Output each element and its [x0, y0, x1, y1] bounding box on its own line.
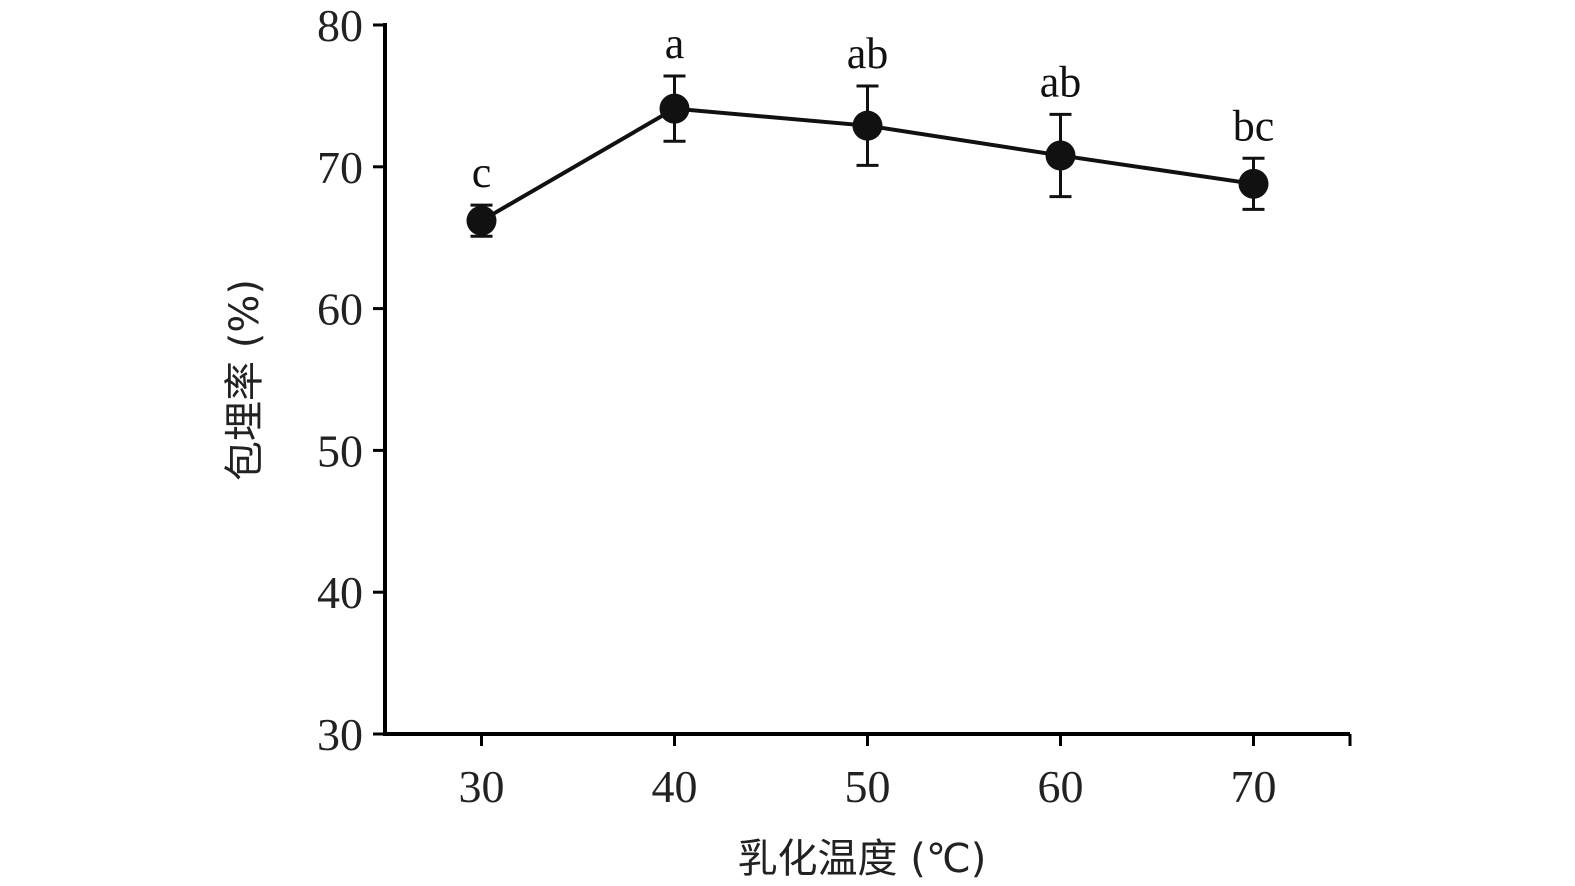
- x-tick-label: 60: [1038, 761, 1084, 812]
- x-tick-label: 40: [652, 761, 698, 812]
- y-tick-label: 30: [317, 709, 363, 760]
- data-point: [1045, 140, 1076, 171]
- data-point: [1238, 168, 1269, 199]
- significance-label: c: [472, 148, 492, 197]
- series: c a ab ab bc: [466, 19, 1275, 238]
- data-point: [852, 110, 883, 141]
- y-tick-label: 40: [317, 567, 363, 618]
- ticks: 30 40 50 60 70 80 30 40 50 60 70: [317, 0, 1352, 812]
- x-axis-title: 乳化温度 (℃): [738, 836, 987, 882]
- y-tick-label: 60: [317, 284, 363, 335]
- y-tick-label: 50: [317, 425, 363, 476]
- significance-label: a: [665, 19, 685, 68]
- y-axis-title: 包埋率 (%): [222, 279, 268, 481]
- x-tick-label: 70: [1231, 761, 1277, 812]
- significance-label: ab: [847, 29, 889, 78]
- data-point: [466, 205, 497, 236]
- y-tick-label: 80: [317, 0, 363, 51]
- data-point: [659, 93, 690, 124]
- significance-label: ab: [1040, 57, 1082, 106]
- x-tick-label: 30: [459, 761, 505, 812]
- y-tick-label: 70: [317, 142, 363, 193]
- significance-label: bc: [1233, 101, 1275, 150]
- x-tick-label: 50: [845, 761, 891, 812]
